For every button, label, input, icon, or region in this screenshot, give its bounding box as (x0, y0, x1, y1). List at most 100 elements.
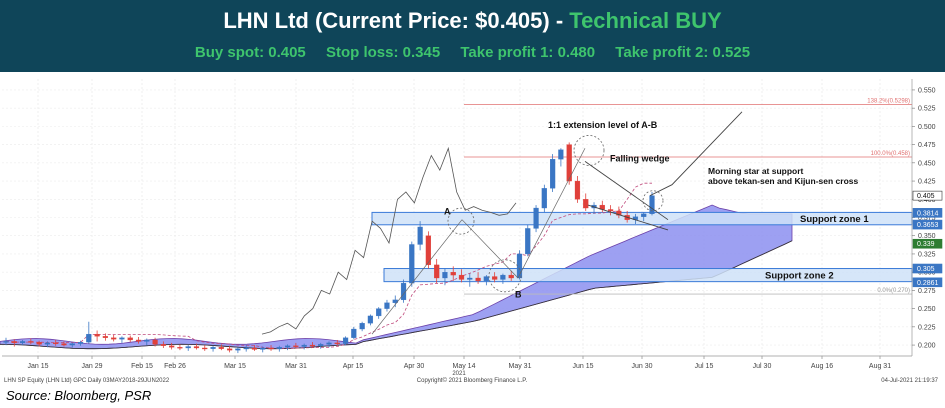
candle-body (152, 339, 158, 345)
price-label-text: 0.339 (917, 241, 935, 248)
circle-morning-star (642, 190, 664, 212)
candle-body (284, 345, 291, 348)
candle-body (293, 345, 299, 347)
candle-body (135, 339, 142, 342)
kijun-line (5, 182, 652, 349)
label-morning-star-2: above tekan-sen and Kijun-sen cross (708, 176, 858, 186)
candle-body (384, 302, 390, 309)
candle-body (102, 336, 108, 338)
candle-body (492, 276, 498, 280)
y-tick-label: 0.325 (918, 251, 936, 258)
candle-body (11, 341, 17, 344)
take-profit-2: Take profit 2: 0.525 (615, 44, 751, 61)
y-tick-label: 0.250 (918, 306, 936, 313)
candle-body (475, 277, 481, 282)
candle-body (541, 188, 547, 209)
candle-body (301, 344, 307, 347)
candle-body (127, 337, 133, 341)
trend-line-c (517, 148, 586, 279)
label-point-b: B (515, 290, 522, 300)
candle-body (376, 308, 382, 317)
candle-body (86, 333, 92, 343)
candle-body (53, 342, 59, 345)
y-tick-label: 0.375 (918, 215, 936, 222)
candle-body (483, 276, 489, 282)
stop-loss: Stop loss: 0.345 (325, 44, 441, 61)
candle-body (442, 272, 448, 279)
candle-body (251, 347, 258, 350)
candle-body (359, 323, 365, 330)
price-label-text: 0.2861 (917, 280, 939, 287)
trend-line-a (371, 219, 463, 335)
price-label-box (912, 190, 943, 201)
support-zone-label: Support zone 1 (800, 214, 869, 225)
buy-spot: Buy spot: 0.405 (194, 44, 306, 61)
candle-body (334, 342, 340, 345)
title-main: LHN Ltd (Current Price: $0.405) - (223, 8, 570, 33)
candle-body (3, 341, 9, 343)
candle-body (641, 213, 647, 217)
candle-body (235, 348, 241, 351)
price-label-text: 0.405 (917, 193, 935, 200)
annotations: A B 1:1 extension level of A-B Falling wedg… (371, 111, 858, 335)
candle-body (450, 272, 456, 276)
candle-body (326, 342, 332, 345)
y-tick-label: 0.350 (918, 233, 936, 240)
candle-body (268, 347, 274, 350)
price-label-text: 0.3814 (917, 210, 939, 217)
candle-body (318, 344, 324, 346)
wedge-upper (584, 161, 669, 221)
candle-body (210, 347, 216, 349)
y-tick-label: 0.200 (918, 343, 936, 350)
label-extension: 1:1 extension level of A-B (548, 120, 658, 130)
candle-body (525, 228, 531, 255)
x-tick-label: May 14 (453, 363, 476, 370)
y-tick-label: 0.500 (918, 124, 936, 131)
candle-body (458, 274, 465, 280)
candle-body (19, 341, 26, 344)
indicator-lines (5, 146, 652, 349)
candle-body (607, 209, 614, 212)
circle-top (573, 135, 605, 166)
candle-body (160, 344, 166, 346)
candle-body (276, 347, 282, 349)
candle-body (144, 339, 150, 342)
candle-body (243, 347, 249, 350)
candle-body (218, 347, 224, 349)
x-tick-label: Feb 26 (164, 363, 186, 370)
price-chart: Support zone 1 Support zone 2 138.2%(0.52… (0, 74, 945, 386)
trade-levels: Buy spot: 0.405 Stop loss: 0.345 Take pr… (0, 44, 945, 61)
candle-body (227, 348, 233, 351)
candle-body (550, 159, 556, 189)
fibonacci-levels: 138.2%(0.5298) 100.0%(0.458) 0.0%(0.270) (464, 99, 912, 295)
candle-body (367, 315, 374, 324)
candle-body (351, 328, 357, 338)
candle-body (500, 274, 506, 280)
y-tick-label: 0.425 (918, 179, 936, 186)
candle-body (508, 274, 514, 279)
fib-label: 138.2%(0.5298) (867, 99, 910, 105)
fib-label: 0.0%(0.270) (877, 288, 910, 294)
candle-body (533, 207, 539, 229)
support-zone-label: Support zone 2 (765, 271, 834, 282)
candle-body (574, 180, 581, 200)
label-falling-wedge: Falling wedge (610, 153, 670, 163)
candle-body (417, 226, 423, 245)
candle-body (434, 264, 440, 279)
price-label-box (912, 263, 943, 274)
y-tick-label: 0.475 (918, 142, 936, 149)
candle-body (202, 347, 208, 350)
candle-body (342, 337, 349, 344)
circle-point-b (488, 259, 522, 293)
label-morning-star-1: Morning star at support (708, 166, 804, 176)
x-tick-label: Jan 29 (81, 363, 102, 370)
title-rating: Technical BUY (569, 8, 722, 33)
candle-body (616, 210, 622, 216)
x-year-label: 2021 (452, 371, 466, 377)
x-tick-label: Apr 30 (404, 363, 425, 370)
y-tick-label: 0.450 (918, 160, 936, 167)
price-label-box (912, 277, 943, 288)
candle-body (400, 282, 407, 301)
source-note: Source: Bloomberg, PSR (6, 388, 152, 403)
candle-body (94, 333, 100, 337)
